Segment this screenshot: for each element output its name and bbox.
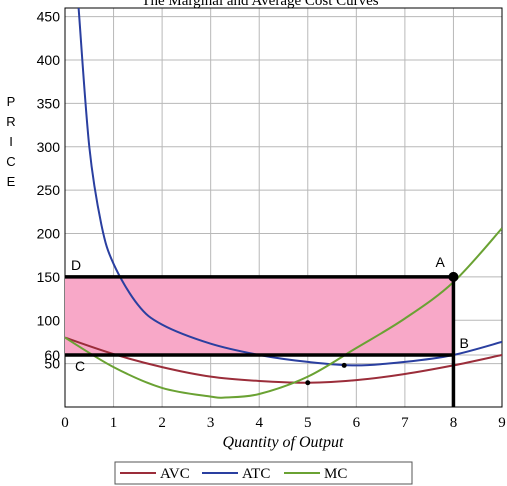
x-tick-labels: 0 1 2 3 4 5 6 7 8 9: [61, 415, 506, 431]
label-c: C: [75, 358, 85, 374]
y-axis-letter-1: P: [7, 94, 16, 109]
legend-label-avc: AVC: [160, 466, 190, 482]
reference-lines: [65, 275, 456, 407]
y-axis-letter-3: I: [9, 134, 13, 149]
curves: [65, 8, 502, 399]
label-d: D: [71, 257, 81, 273]
y-tick-label-60: 60: [44, 347, 60, 363]
data-point-1: [448, 271, 459, 282]
y-tick-label-300: 300: [37, 139, 61, 155]
label-a: A: [435, 254, 445, 270]
mc-curve: [65, 227, 502, 399]
y-tick-label-250: 250: [37, 182, 61, 198]
y-tick-label-150: 150: [37, 269, 61, 285]
y-tick-label-350: 350: [37, 95, 61, 111]
atc-curve: [77, 8, 502, 367]
x-tick-label-6: 6: [353, 415, 361, 431]
avc-curve: [65, 336, 502, 384]
x-tick-label-4: 4: [255, 415, 263, 431]
x-tick-label-9: 9: [498, 415, 506, 431]
y-axis-letter-4: C: [6, 154, 15, 169]
x-axis-label: Quantity of Output: [223, 434, 344, 451]
x-tick-label-7: 7: [401, 415, 409, 431]
point-labels: A B C D: [71, 254, 469, 374]
y-axis-letter-2: R: [6, 114, 15, 129]
data-point-3: [341, 362, 347, 368]
x-tick-label-2: 2: [158, 415, 166, 431]
chart-title: The Marginal and Average Cost Curves: [141, 0, 378, 9]
label-b: B: [459, 335, 468, 351]
y-tick-label-400: 400: [37, 52, 61, 68]
legend-box: [114, 461, 413, 485]
x-tick-label-8: 8: [450, 415, 458, 431]
legend: AVC ATC MC: [114, 461, 413, 485]
x-tick-label-1: 1: [110, 415, 118, 431]
legend-label-atc: ATC: [242, 466, 270, 482]
profit-rectangle: [65, 276, 454, 355]
x-tick-label-3: 3: [207, 415, 215, 431]
data-point-2: [305, 380, 311, 386]
x-tick-label-0: 0: [61, 415, 69, 431]
points: [305, 271, 459, 386]
y-tick-label-50: 50: [44, 356, 60, 372]
plot-frame: [64, 7, 503, 408]
y-tick-label-100: 100: [37, 312, 61, 328]
y-tick-label-450: 450: [37, 9, 61, 25]
legend-label-mc: MC: [324, 466, 347, 482]
y-tick-label-200: 200: [37, 226, 61, 242]
y-axis-letter-5: E: [7, 174, 16, 189]
x-tick-label-5: 5: [304, 415, 312, 431]
